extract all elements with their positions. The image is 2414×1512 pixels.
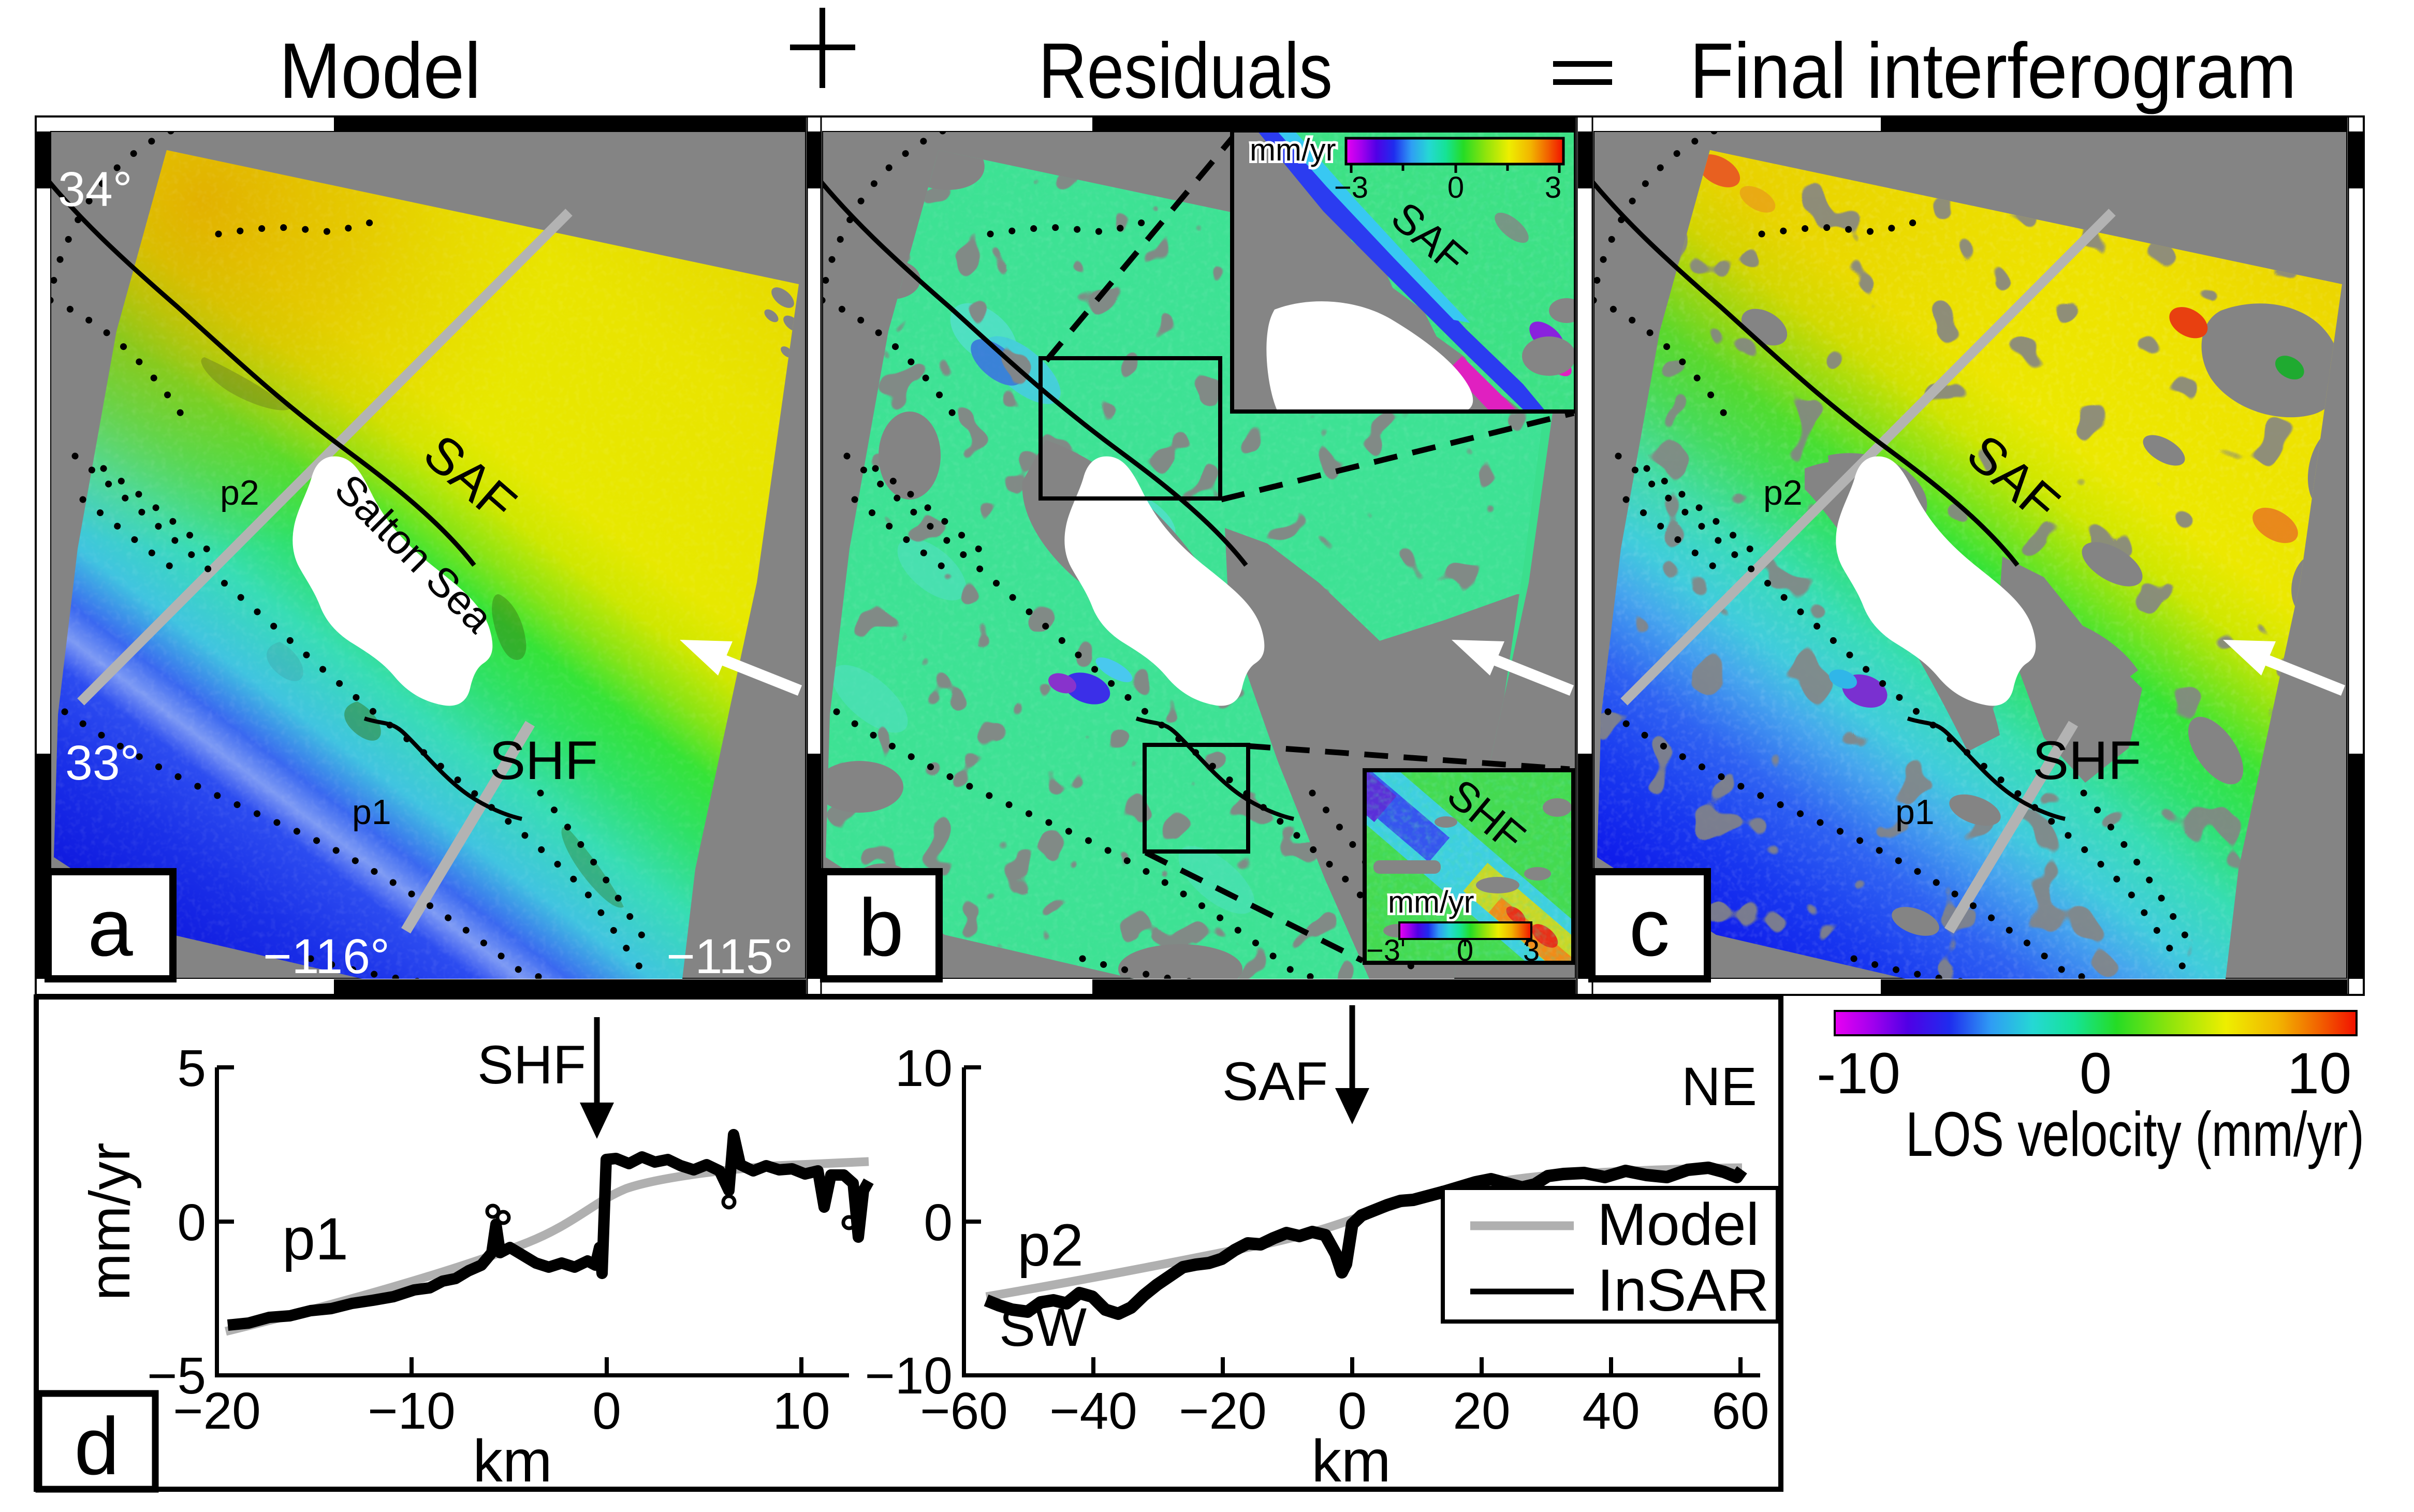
svg-text:d: d [74,1401,119,1492]
svg-text:10: 10 [895,1039,953,1097]
svg-text:3: 3 [1523,934,1540,967]
svg-text:p1: p1 [352,792,391,832]
svg-text:SAF: SAF [1222,1051,1328,1112]
svg-text:10: 10 [772,1382,830,1440]
svg-text:mm/yr: mm/yr [78,1142,142,1300]
svg-text:3: 3 [1545,171,1561,204]
svg-text:km: km [1311,1428,1391,1494]
svg-text:20: 20 [1453,1382,1510,1440]
svg-text:−10: −10 [865,1347,953,1405]
svg-text:LOS velocity (mm/yr): LOS velocity (mm/yr) [1906,1099,2364,1169]
svg-text:−20: −20 [173,1382,261,1440]
svg-text:p2: p2 [220,473,259,512]
svg-text:−3: −3 [1334,171,1368,204]
svg-text:InSAR: InSAR [1597,1257,1769,1324]
svg-text:Model: Model [279,27,481,115]
svg-text:NE: NE [1681,1056,1757,1117]
svg-text:mm/yr: mm/yr [1250,133,1336,167]
svg-text:0: 0 [2080,1041,2112,1106]
svg-text:km: km [473,1428,552,1494]
svg-text:−116°: −116° [263,929,390,984]
svg-text:c: c [1629,883,1670,973]
svg-text:−40: −40 [1049,1382,1137,1440]
svg-text:Model: Model [1597,1192,1759,1258]
svg-text:34°: 34° [58,162,133,217]
svg-text:−115°: −115° [666,929,793,984]
svg-text:SHF: SHF [489,730,598,791]
svg-text:−10: −10 [368,1382,456,1440]
svg-text:10: 10 [2287,1041,2352,1106]
svg-text:−60: −60 [920,1382,1008,1440]
svg-text:Residuals: Residuals [1038,27,1333,115]
svg-text:SHF: SHF [2032,730,2141,791]
svg-text:40: 40 [1582,1382,1640,1440]
svg-text:60: 60 [1711,1382,1769,1440]
svg-text:0: 0 [1447,171,1464,204]
svg-text:0: 0 [924,1194,953,1252]
svg-text:−20: −20 [1179,1382,1267,1440]
svg-text:mm/yr: mm/yr [1388,885,1474,919]
svg-text:Final interferogram: Final interferogram [1690,27,2296,115]
svg-text:-10: -10 [1817,1041,1900,1106]
svg-text:5: 5 [177,1039,206,1097]
svg-text:−3: −3 [1366,934,1400,967]
svg-text:a: a [87,883,133,973]
svg-text:p2: p2 [1763,473,1803,512]
svg-text:0: 0 [592,1382,621,1440]
svg-text:33°: 33° [65,736,140,790]
svg-text:p1: p1 [282,1206,348,1272]
svg-text:0: 0 [177,1194,206,1252]
svg-text:SHF: SHF [477,1035,586,1095]
svg-text:0: 0 [1457,934,1473,967]
svg-text:p1: p1 [1895,792,1935,832]
svg-text:p2: p2 [1017,1212,1084,1279]
svg-text:b: b [858,883,903,973]
svg-text:0: 0 [1338,1382,1367,1440]
